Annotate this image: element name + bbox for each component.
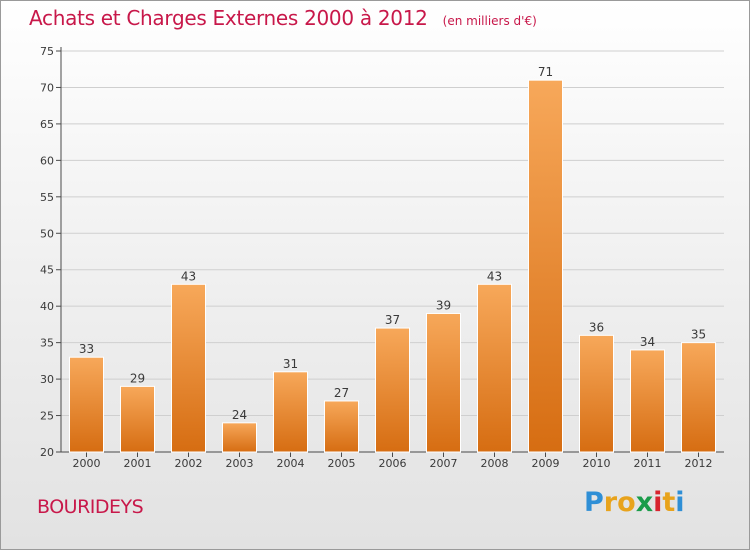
y-tick-label: 75 (40, 45, 54, 58)
proxiti-logo[interactable]: Proxiti (584, 487, 685, 518)
x-tick-label: 2007 (430, 457, 458, 470)
bar-2005[interactable] (324, 400, 359, 453)
x-tick-label: 2010 (583, 457, 611, 470)
bar-value-label: 31 (283, 357, 298, 371)
logo-letter: t (662, 487, 676, 518)
bar-2002[interactable] (171, 283, 206, 453)
bar-2006[interactable] (375, 327, 410, 453)
bar-value-label: 34 (640, 335, 655, 349)
y-tick-label: 60 (40, 154, 54, 167)
logo-letter: x (635, 487, 654, 518)
x-tick-label: 2011 (634, 457, 662, 470)
bar-2008[interactable] (477, 283, 512, 453)
y-tick-label: 20 (40, 446, 54, 459)
x-tick-label: 2005 (328, 457, 356, 470)
y-tick-label: 50 (40, 227, 54, 240)
x-tick-label: 2004 (277, 457, 305, 470)
bar-2009[interactable] (528, 79, 563, 453)
x-tick-label: 2000 (73, 457, 101, 470)
logo-letter: P (584, 487, 604, 518)
x-tick-label: 2003 (226, 457, 254, 470)
logo-letter: o (617, 487, 636, 518)
bar-2007[interactable] (426, 312, 461, 453)
y-tick-label: 25 (40, 410, 54, 423)
bar-value-label: 39 (436, 298, 451, 312)
y-tick-label: 45 (40, 264, 54, 277)
bar-2004[interactable] (273, 371, 308, 453)
chart-title-row: Achats et Charges Externes 2000 à 2012 (… (29, 6, 537, 30)
x-tick-label: 2002 (175, 457, 203, 470)
bar-2010[interactable] (579, 334, 614, 453)
bar-2001[interactable] (120, 385, 155, 453)
x-tick-label: 2006 (379, 457, 407, 470)
bars (69, 79, 716, 453)
chart-title: Achats et Charges Externes 2000 à 2012 (29, 6, 428, 30)
logo-letter: i (675, 487, 685, 518)
x-tick-label: 2008 (481, 457, 509, 470)
bar-2011[interactable] (630, 349, 665, 453)
x-tick-label: 2012 (685, 457, 713, 470)
bar-value-label: 43 (487, 269, 502, 283)
y-tick-label: 40 (40, 300, 54, 313)
bar-value-label: 37 (385, 313, 400, 327)
bar-value-label: 33 (79, 342, 94, 356)
bar-2003[interactable] (222, 422, 257, 453)
x-tick-label: 2009 (532, 457, 560, 470)
bar-value-label: 24 (232, 408, 247, 422)
y-tick-label: 65 (40, 118, 54, 131)
y-tick-label: 55 (40, 191, 54, 204)
bar-value-label: 29 (130, 371, 145, 385)
labels: 20 25 30 35 40 45 50 55 60 65 70 75 33 2000 29 2001 43 20… (40, 45, 713, 470)
bar-2012[interactable] (681, 342, 716, 453)
bar-value-label: 27 (334, 386, 349, 400)
bar-value-label: 36 (589, 320, 604, 334)
logo-letter: r (603, 487, 618, 518)
bar-value-label: 71 (538, 65, 553, 79)
x-tick-label: 2001 (124, 457, 152, 470)
y-tick-label: 35 (40, 337, 54, 350)
bar-value-label: 43 (181, 269, 196, 283)
y-tick-label: 30 (40, 373, 54, 386)
bar-value-label: 35 (691, 328, 706, 342)
chart-subtitle: (en milliers d'€) (442, 14, 537, 28)
y-tick-label: 70 (40, 81, 54, 94)
logo-letter: i (653, 487, 663, 518)
commune-name: BOURIDEYS (37, 496, 144, 518)
bar-2000[interactable] (69, 356, 104, 453)
